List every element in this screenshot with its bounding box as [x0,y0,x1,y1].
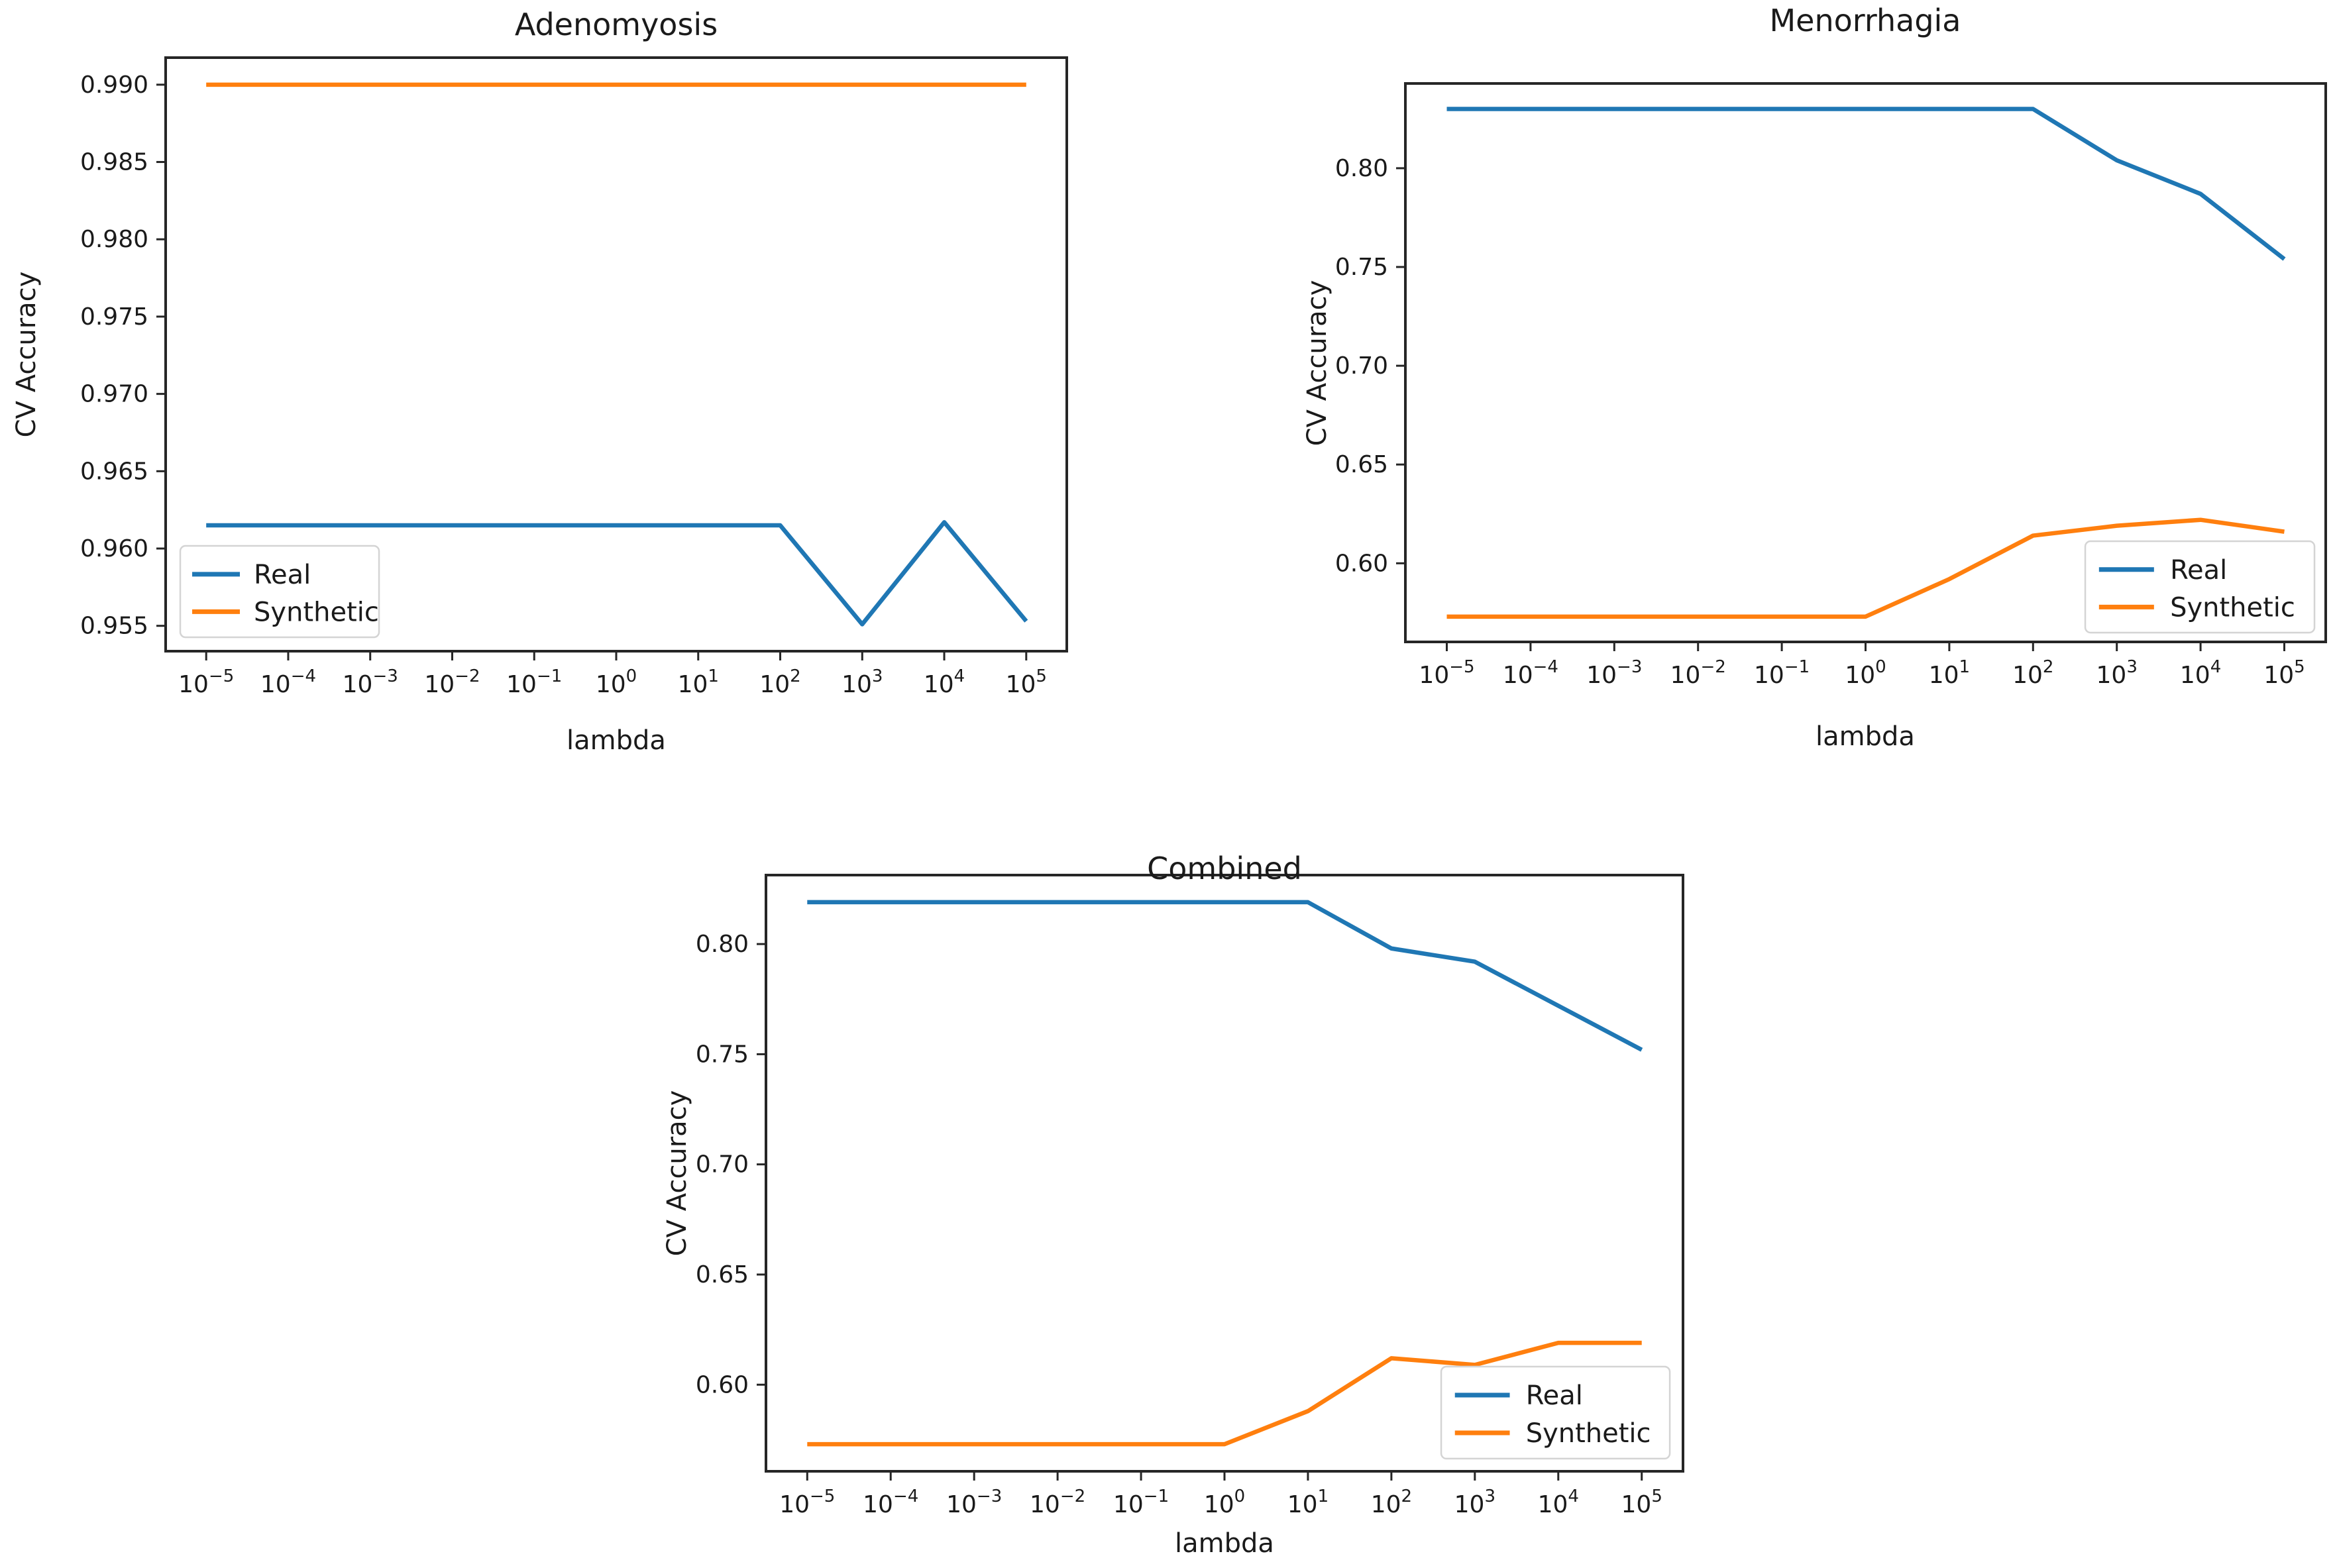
y-tick-label: 0.965 [80,458,148,485]
y-tick-label: 0.75 [696,1041,749,1068]
x-tick-label: 101 [1287,1487,1329,1518]
x-tick-label: 10−5 [779,1487,835,1518]
menorrhagia-x-axis-label: lambda [1816,721,1915,752]
x-tick-label: 100 [1204,1487,1245,1518]
combined-y-axis-label: CV Accuracy [662,1090,692,1257]
x-tick-label: 102 [2012,657,2053,689]
y-tick-label: 0.65 [1335,451,1388,478]
combined-x-axis-label: lambda [1175,1528,1274,1559]
y-tick-label: 0.60 [696,1371,749,1398]
x-tick-label: 101 [1929,657,1970,689]
legend-real-label: Real [2170,555,2227,586]
y-tick-label: 0.960 [80,535,148,562]
x-tick-label: 10−1 [1754,657,1810,689]
y-tick-label: 0.75 [1335,254,1388,281]
y-tick-label: 0.65 [696,1261,749,1288]
menorrhagia-y-axis-label: CV Accuracy [1302,280,1332,446]
x-tick-label: 10−1 [1113,1487,1169,1518]
legend-box [2084,540,2316,634]
x-tick-label: 105 [1006,666,1047,698]
synthetic-series-line [807,1340,1642,1447]
adenomyosis-x-axis-label: lambda [567,725,666,756]
x-tick-label: 10−2 [424,666,480,698]
y-tick-label: 0.985 [80,149,148,176]
legend-box [1440,1365,1671,1460]
x-tick-label: 104 [2180,657,2221,689]
x-tick-label: 102 [1371,1487,1412,1518]
y-tick-label: 0.980 [80,226,148,253]
x-tick-label: 10−2 [1030,1487,1085,1518]
legend-real-label: Real [1526,1381,1583,1411]
adenomyosis-title: Adenomyosis [514,7,718,42]
y-tick-label: 0.70 [696,1151,749,1178]
menorrhagia-title: Menorrhagia [1769,3,1961,38]
x-tick-label: 101 [678,666,719,698]
x-tick-label: 100 [1845,657,1886,689]
real-series-line [206,520,1028,627]
x-tick-label: 10−4 [260,666,316,698]
x-tick-label: 10−3 [946,1487,1002,1518]
x-tick-label: 10−4 [1503,657,1558,689]
legend-real-label: Real [254,560,311,590]
x-tick-label: 10−2 [1670,657,1726,689]
legend-synthetic-label: Synthetic [1526,1418,1651,1449]
adenomyosis-y-axis-label: CV Accuracy [11,271,42,438]
x-tick-label: 103 [842,666,883,698]
synthetic-series-line [1446,517,2285,619]
combined-chart: 0.60 0.65 0.70 0.75 0.80 10−5 10−4 10−3 10−2 10−1… [696,874,1684,1518]
legend-synthetic-label: Synthetic [254,597,379,627]
x-tick-label: 10−5 [178,666,234,698]
x-tick-label: 10−5 [1419,657,1474,689]
y-tick-label: 0.955 [80,613,148,640]
y-tick-label: 0.970 [80,381,148,408]
x-tick-label: 103 [1454,1487,1495,1518]
menorrhagia-chart: 0.60 0.65 0.70 0.75 0.80 10−5 10−4 10−3 10−2 10−1… [1335,82,2327,689]
y-tick-label: 0.70 [1335,352,1388,380]
x-tick-label: 103 [2096,657,2138,689]
x-tick-label: 105 [1621,1487,1662,1518]
x-tick-label: 104 [924,666,965,698]
legend-synthetic-label: Synthetic [2170,592,2295,623]
adenomyosis-chart: 0.955 0.960 0.965 0.970 0.975 0.980 0.985 0.990… [80,56,1068,698]
combined-title: Combined [1147,851,1302,886]
x-tick-label: 10−4 [863,1487,918,1518]
legend-box [179,545,380,639]
x-tick-label: 105 [2263,657,2305,689]
x-tick-label: 100 [596,666,637,698]
x-tick-label: 104 [1538,1487,1579,1518]
x-tick-label: 10−3 [343,666,398,698]
y-tick-label: 0.80 [696,931,749,958]
x-tick-label: 102 [759,666,800,698]
x-tick-label: 10−1 [506,666,562,698]
real-series-line [807,900,1643,1052]
y-tick-label: 0.80 [1335,155,1388,182]
x-tick-label: 10−3 [1586,657,1642,689]
real-series-line [1446,107,2286,261]
y-tick-label: 0.975 [80,303,148,331]
y-tick-label: 0.990 [80,72,148,99]
y-tick-label: 0.60 [1335,550,1388,577]
